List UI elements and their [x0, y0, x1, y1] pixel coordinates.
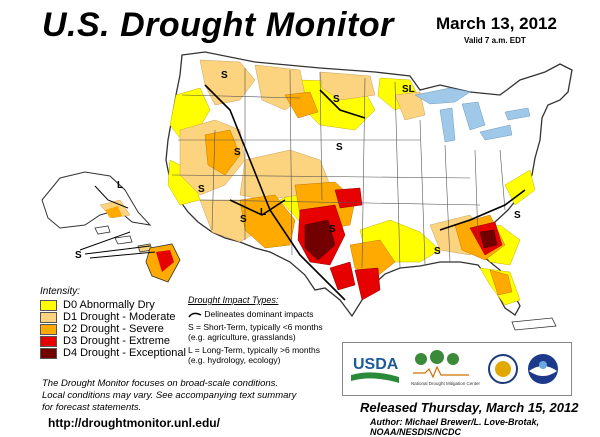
- impact-boundaries: [204, 84, 526, 301]
- ndmc-logo: National Drought Mitigation Center: [411, 350, 481, 386]
- impact-long-term: L = Long-Term, typically >6 months: [188, 345, 320, 355]
- release-date: Released Thursday, March 15, 2012: [360, 400, 579, 415]
- impact-heading: Drought Impact Types:: [188, 295, 279, 305]
- alaska-impact-line: [94, 185, 129, 209]
- label-s-sw: S: [240, 214, 247, 225]
- legend-swatch: [40, 299, 57, 311]
- website-link[interactable]: http://droughtmonitor.unl.edu/: [48, 416, 220, 430]
- label-s-nd: S: [333, 94, 340, 105]
- map-valid-time: Valid 7 a.m. EDT: [464, 36, 526, 45]
- label-s-hi: S: [75, 250, 82, 261]
- label-s-gc: S: [434, 246, 441, 257]
- doc-seal-logo: [488, 354, 518, 384]
- impact-boundary-row: Delineates dominant impacts: [188, 309, 348, 319]
- impact-short-term-example: (e.g. agriculture, grasslands): [188, 332, 296, 342]
- intensity-legend: Intensity: D0 Abnormally Dry D1 Drought …: [40, 286, 186, 359]
- label-s-ks: S: [336, 142, 343, 153]
- legend-item-d3: D3 Drought - Extreme: [40, 335, 186, 347]
- legend-item-d2: D2 Drought - Severe: [40, 323, 186, 335]
- legend-heading: Intensity:: [40, 286, 81, 297]
- great-lakes: [414, 87, 531, 143]
- alaska-d2: [105, 206, 122, 218]
- note-line-1: The Drought Monitor focuses on broad-sca…: [42, 378, 279, 389]
- legend-item-d1: D1 Drought - Moderate: [40, 311, 186, 323]
- legend-label: D1 Drought - Moderate: [63, 311, 176, 323]
- impact-types: Drought Impact Types: Delineates dominan…: [188, 295, 348, 365]
- legend-swatch: [40, 323, 57, 335]
- legend-label: D0 Abnormally Dry: [63, 299, 155, 311]
- hawaii: [79, 225, 181, 283]
- note-line-3: for forecast statements.: [42, 402, 142, 413]
- svg-text:National Drought Mitigation Ce: National Drought Mitigation Center: [411, 381, 481, 386]
- legend-swatch: [40, 347, 57, 359]
- usda-logo: USDA: [351, 356, 399, 383]
- label-s-se: S: [514, 210, 521, 221]
- svg-text:USDA: USDA: [353, 356, 399, 373]
- note-line-2: Local conditions may vary. See accompany…: [42, 390, 297, 401]
- label-s-ca: S: [198, 184, 205, 195]
- page-title: U.S. Drought Monitor: [42, 6, 394, 44]
- legend-item-d0: D0 Abnormally Dry: [40, 299, 186, 311]
- impact-short-term: S = Short-Term, typically <6 months: [188, 322, 323, 332]
- legend-label: D4 Drought - Exceptional: [63, 347, 186, 359]
- impact-long-term-example: (e.g. hydrology, ecology): [188, 355, 281, 365]
- label-l-ak: L: [117, 180, 123, 191]
- label-s-nv: S: [234, 147, 241, 158]
- map-date: March 13, 2012: [436, 14, 557, 33]
- disclaimer-note: The Drought Monitor focuses on broad-sca…: [42, 378, 342, 414]
- d4-areas: [304, 219, 498, 261]
- label-l-nm: L: [260, 207, 266, 218]
- legend-label: D3 Drought - Extreme: [63, 335, 170, 347]
- label-sl-mn: SL: [402, 84, 415, 95]
- legend-swatch: [40, 335, 57, 347]
- author-credit: Author: Michael Brewer/L. Love-Brotak, N…: [370, 417, 540, 437]
- noaa-logo: [528, 354, 558, 384]
- legend-item-d4: D4 Drought - Exceptional: [40, 347, 186, 359]
- label-s-tx: S: [329, 224, 336, 235]
- legend-label: D2 Drought - Severe: [63, 323, 164, 335]
- agency-logos: USDA National Drought Mitigation Center: [342, 342, 572, 396]
- alaska: [41, 171, 152, 229]
- impact-boundary-text: Delineates dominant impacts: [204, 309, 314, 319]
- boundary-line-icon: [188, 312, 202, 318]
- state-boundaries: [171, 68, 506, 269]
- label-s-nw: S: [221, 70, 228, 81]
- puerto-rico: [511, 317, 557, 331]
- legend-swatch: [40, 311, 57, 323]
